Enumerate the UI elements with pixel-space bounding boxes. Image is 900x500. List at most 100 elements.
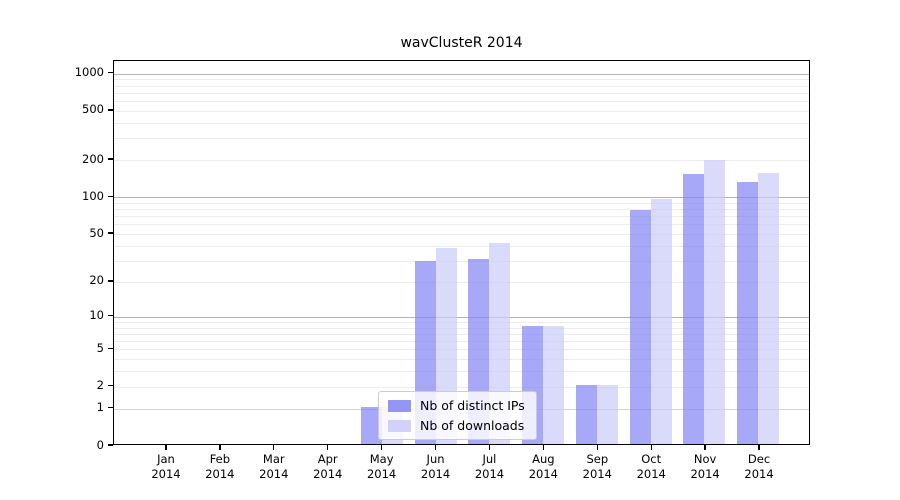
y-tick-label: 100: [82, 188, 104, 203]
y-tick-mark: [108, 109, 113, 111]
x-tick-label: Jan 2014: [151, 452, 181, 481]
x-tick-mark: [327, 445, 329, 450]
x-tick-mark: [434, 445, 437, 450]
bar-distinct-ips: [629, 209, 651, 444]
x-tick-mark: [596, 445, 598, 450]
bar-slot: [194, 61, 248, 444]
y-tick-mark: [108, 406, 113, 409]
y-tick-label: 200: [82, 151, 104, 166]
x-tick-mark: [380, 445, 383, 450]
y-tick-label: 1: [96, 400, 104, 415]
y-tick-mark: [108, 347, 113, 350]
bar-slot: [140, 61, 194, 444]
bar-downloads: [596, 384, 618, 444]
bar-distinct-ips: [360, 406, 382, 444]
minor-gridline: [114, 386, 809, 388]
y-tick-mark: [108, 232, 113, 234]
y-tick-label: 500: [82, 102, 104, 117]
legend-label: Nb of distinct IPs: [420, 398, 525, 413]
bar-distinct-ips: [575, 384, 597, 444]
x-tick-label: Aug 2014: [528, 452, 559, 481]
minor-gridline: [114, 202, 809, 204]
bar-slot: [678, 61, 732, 444]
y-tick-label: 10: [89, 308, 104, 323]
bar-slot: [355, 61, 409, 444]
x-tick-mark: [165, 445, 167, 450]
x-tick-label: Jul 2014: [474, 452, 505, 481]
chart-title: wavClusteR 2014: [400, 35, 523, 51]
major-gridline: [114, 316, 809, 318]
bar-downloads: [650, 199, 672, 444]
y-tick-mark: [108, 385, 113, 387]
minor-gridline: [114, 79, 809, 81]
minor-gridline: [114, 245, 809, 247]
y-tick-label: 5: [96, 340, 104, 355]
y-tick-mark: [108, 444, 113, 446]
legend-swatch-icon: [388, 419, 411, 432]
y-tick-label: 2: [96, 378, 104, 393]
x-tick-mark: [488, 445, 491, 450]
legend-label: Nb of downloads: [420, 418, 525, 433]
y-tick-label: 1000: [74, 65, 104, 80]
minor-gridline: [114, 92, 809, 94]
x-tick-label: Mar 2014: [259, 452, 289, 481]
y-tick-mark: [108, 315, 113, 317]
bar-slot: [516, 61, 570, 444]
minor-gridline: [114, 359, 809, 361]
minor-gridline: [114, 224, 809, 226]
x-tick-label: Sep 2014: [582, 452, 612, 481]
minor-gridline: [114, 216, 809, 218]
bar-slot: [409, 61, 463, 444]
legend-item: Nb of downloads: [388, 418, 525, 433]
minor-gridline: [114, 85, 809, 87]
x-tick-mark: [758, 445, 760, 450]
minor-gridline: [114, 122, 809, 124]
x-tick-mark: [704, 445, 706, 450]
minor-gridline: [114, 160, 809, 162]
bar-downloads: [704, 160, 726, 444]
x-tick-mark: [542, 445, 545, 450]
minor-gridline: [114, 371, 809, 373]
legend: Nb of distinct IPs Nb of downloads: [378, 391, 537, 440]
minor-gridline: [114, 101, 809, 103]
x-tick-label: Nov 2014: [690, 452, 720, 481]
y-tick-mark: [108, 71, 113, 74]
minor-gridline: [114, 333, 809, 335]
bar-slot: [570, 61, 624, 444]
x-tick-label: Dec 2014: [744, 452, 774, 481]
bar-slot: [731, 61, 785, 444]
bar-distinct-ips: [683, 173, 705, 444]
x-tick-label: Feb 2014: [205, 452, 235, 481]
y-tick-mark: [108, 280, 113, 282]
minor-gridline: [114, 260, 809, 262]
x-tick-mark: [273, 445, 275, 450]
minor-gridline: [114, 321, 809, 323]
y-tick-label: 0: [96, 437, 104, 452]
plot-area: Nb of distinct IPs Nb of downloads: [113, 60, 810, 445]
y-tick-label: 20: [89, 273, 104, 288]
y-tick-mark: [108, 195, 113, 197]
bar-slot: [463, 61, 517, 444]
x-tick-label: Oct 2014: [636, 452, 666, 481]
bar-slot: [624, 61, 678, 444]
minor-gridline: [114, 234, 809, 236]
minor-gridline: [114, 209, 809, 211]
bar-distinct-ips: [737, 181, 759, 444]
bar-slot: [301, 61, 355, 444]
minor-gridline: [114, 349, 809, 351]
y-tick-mark: [108, 158, 113, 160]
x-tick-mark: [219, 445, 221, 450]
major-gridline: [114, 197, 809, 199]
legend-swatch-icon: [388, 399, 411, 412]
bar-slot: [248, 61, 302, 444]
bar-downloads: [758, 172, 780, 444]
minor-gridline: [114, 327, 809, 329]
minor-gridline: [114, 110, 809, 112]
minor-gridline: [114, 281, 809, 283]
x-tick-label: May 2014: [366, 452, 397, 481]
bar-downloads: [543, 325, 565, 444]
x-tick-label: Jun 2014: [420, 452, 451, 481]
x-tick-mark: [650, 445, 652, 450]
y-tick-label: 50: [89, 225, 104, 240]
